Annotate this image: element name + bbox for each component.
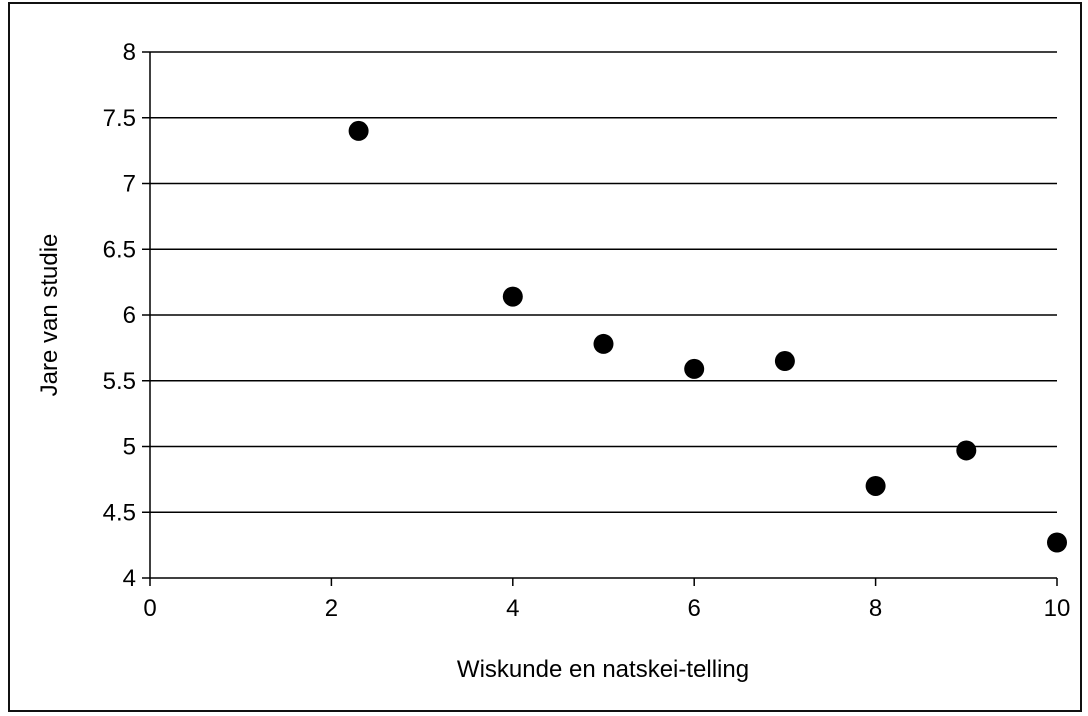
- y-tick-label: 8: [123, 39, 136, 66]
- scatter-point: [865, 475, 886, 496]
- y-tick-label: 7: [123, 171, 136, 198]
- x-axis-title: Wiskunde en natskei-telling: [457, 656, 749, 683]
- y-tick-labels: 4 4.5 5 5.5 6 6.5 7 7.5 8: [103, 39, 136, 592]
- x-tick-label: 2: [325, 595, 338, 622]
- y-tick-label: 6.5: [103, 236, 136, 263]
- x-tick-label: 8: [869, 595, 882, 622]
- scatter-point: [502, 286, 523, 307]
- y-axis-title: Jare van studie: [36, 234, 63, 397]
- y-tick-label: 6: [123, 302, 136, 329]
- chart-frame: [8, 2, 1082, 712]
- gridlines: [150, 51, 1057, 513]
- scatter-point: [774, 351, 795, 372]
- y-tick-label: 5: [123, 434, 136, 461]
- x-tick-label: 6: [688, 595, 701, 622]
- scatter-point: [593, 333, 614, 354]
- y-tick-label: 7.5: [103, 105, 136, 132]
- y-tick-label: 4: [123, 565, 136, 592]
- x-tick-label: 0: [143, 595, 156, 622]
- scatter-point: [956, 440, 977, 461]
- x-tick-label: 4: [506, 595, 519, 622]
- y-tick-label: 5.5: [103, 368, 136, 395]
- scatter-point: [684, 358, 705, 379]
- scatter-point: [1047, 532, 1067, 553]
- x-tick-label: 10: [1044, 595, 1071, 622]
- axes: [142, 51, 1058, 586]
- y-tick-label: 4.5: [103, 499, 136, 526]
- scatter-point: [348, 120, 369, 141]
- x-tick-labels: 0 2 4 6 8 10: [143, 595, 1070, 622]
- data-points: [348, 120, 1067, 553]
